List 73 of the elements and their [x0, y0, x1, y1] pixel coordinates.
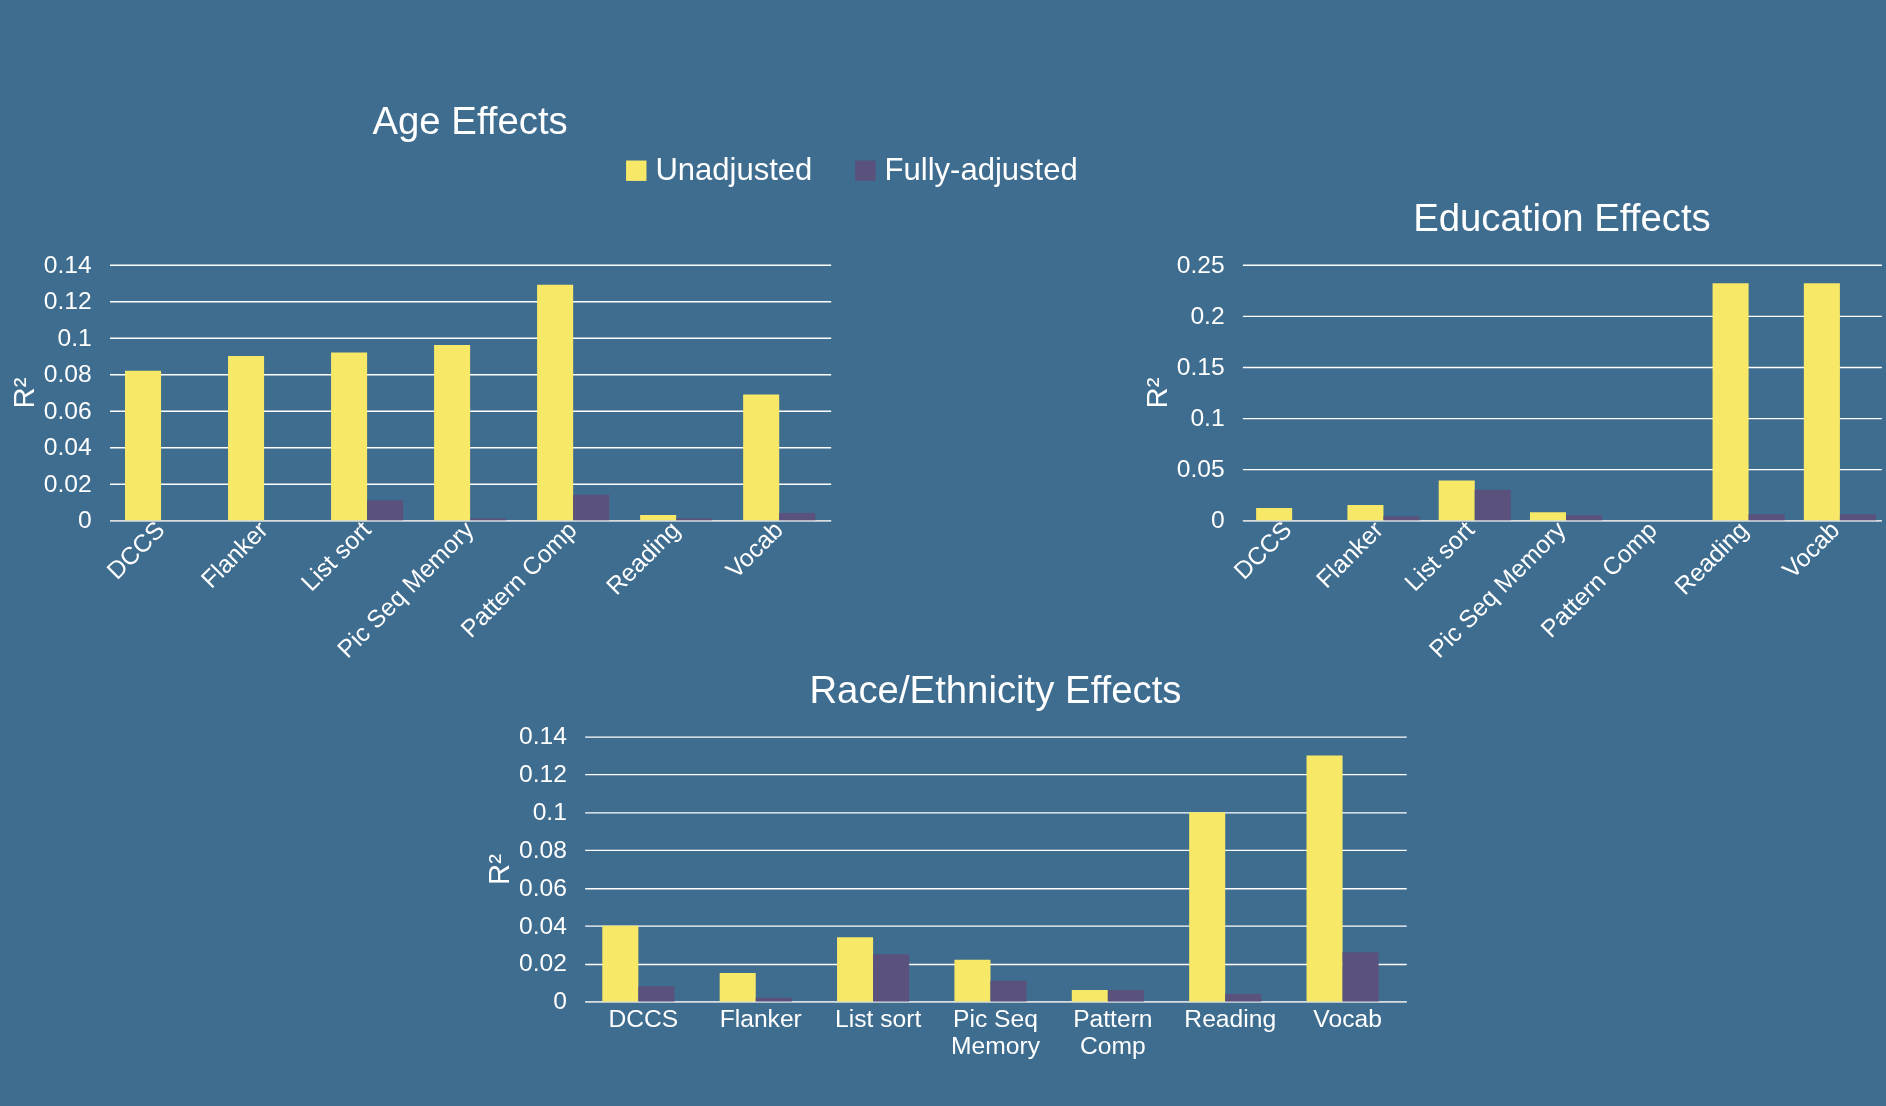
bar — [1107, 990, 1144, 1002]
bar — [990, 980, 1027, 1002]
bar — [779, 513, 816, 521]
bar — [602, 925, 639, 1002]
y-tick-label: 0.06 — [43, 396, 92, 424]
bar — [1529, 512, 1567, 521]
bar — [1071, 990, 1108, 1002]
bar — [1839, 514, 1876, 521]
bar — [1256, 508, 1293, 521]
y-tick-label: 0.1 — [532, 798, 567, 826]
legend-label: Unadjusted — [655, 151, 813, 187]
bar — [367, 500, 404, 521]
y-tick-label: 0.15 — [1176, 352, 1225, 380]
y-tick-label: 0.12 — [518, 760, 567, 788]
bar — [1225, 993, 1262, 1002]
y-tick-label: 0.08 — [518, 835, 567, 863]
bar — [1438, 480, 1475, 521]
y-axis-title: R² — [482, 853, 515, 885]
bar — [537, 284, 574, 521]
bar — [1566, 515, 1603, 521]
y-tick-label: 0.1 — [57, 323, 92, 351]
y-tick-label: 0.1 — [1190, 403, 1225, 431]
y-tick-label: 0.04 — [518, 911, 567, 939]
bar — [1712, 283, 1749, 521]
x-tick-label: Pattern Comp — [1073, 1004, 1153, 1059]
y-tick-label: 0.05 — [1176, 454, 1225, 482]
y-tick-label: 0.02 — [518, 949, 567, 977]
bar — [228, 356, 265, 521]
bar — [331, 352, 368, 521]
y-tick-label: 0.02 — [43, 469, 92, 497]
chart-title: Education Effects — [1413, 195, 1711, 239]
x-tick-label: Flanker — [719, 1004, 802, 1032]
y-tick-label: 0 — [78, 506, 92, 534]
bar — [1306, 755, 1343, 1002]
x-tick-label: Vocab — [1313, 1004, 1382, 1032]
y-tick-label: 0 — [1210, 506, 1225, 534]
bar — [1347, 505, 1384, 521]
chart-title: Age Effects — [372, 99, 568, 143]
y-tick-label: 0.25 — [1176, 250, 1225, 278]
bar — [573, 494, 610, 521]
bar — [837, 937, 874, 1002]
y-tick-label: 0.2 — [1190, 301, 1225, 329]
y-axis-title: R² — [7, 377, 40, 409]
bar — [954, 959, 991, 1002]
bar — [873, 954, 910, 1002]
y-tick-label: 0.14 — [518, 722, 567, 750]
bar — [1474, 489, 1511, 521]
y-tick-label: 0 — [553, 987, 567, 1015]
x-tick-label: List sort — [295, 515, 376, 596]
y-tick-label: 0.14 — [43, 250, 92, 278]
bar — [1342, 952, 1379, 1002]
x-tick-label: List sort — [1399, 515, 1480, 596]
y-tick-label: 0.12 — [43, 287, 92, 315]
bar — [1803, 283, 1840, 521]
y-tick-label: 0.04 — [43, 433, 92, 461]
x-tick-label: Pic Seq Memory — [951, 1004, 1041, 1059]
y-axis-title: R² — [1140, 377, 1173, 409]
bar — [1189, 812, 1226, 1002]
x-tick-label: DCCS — [608, 1004, 679, 1032]
bar — [719, 973, 756, 1002]
legend-label: Fully-adjusted — [884, 151, 1078, 187]
bar — [434, 345, 471, 521]
x-tick-label: Reading — [1184, 1004, 1277, 1032]
x-tick-label: List sort — [835, 1004, 922, 1032]
y-tick-label: 0.06 — [518, 873, 567, 901]
bar — [1748, 514, 1785, 521]
bar — [125, 370, 162, 521]
bar — [638, 986, 675, 1002]
y-tick-label: 0.08 — [43, 360, 92, 388]
bar — [640, 514, 677, 521]
bar — [743, 394, 780, 521]
bar — [1383, 516, 1420, 521]
chart-title: Race/Ethnicity Effects — [809, 667, 1182, 711]
